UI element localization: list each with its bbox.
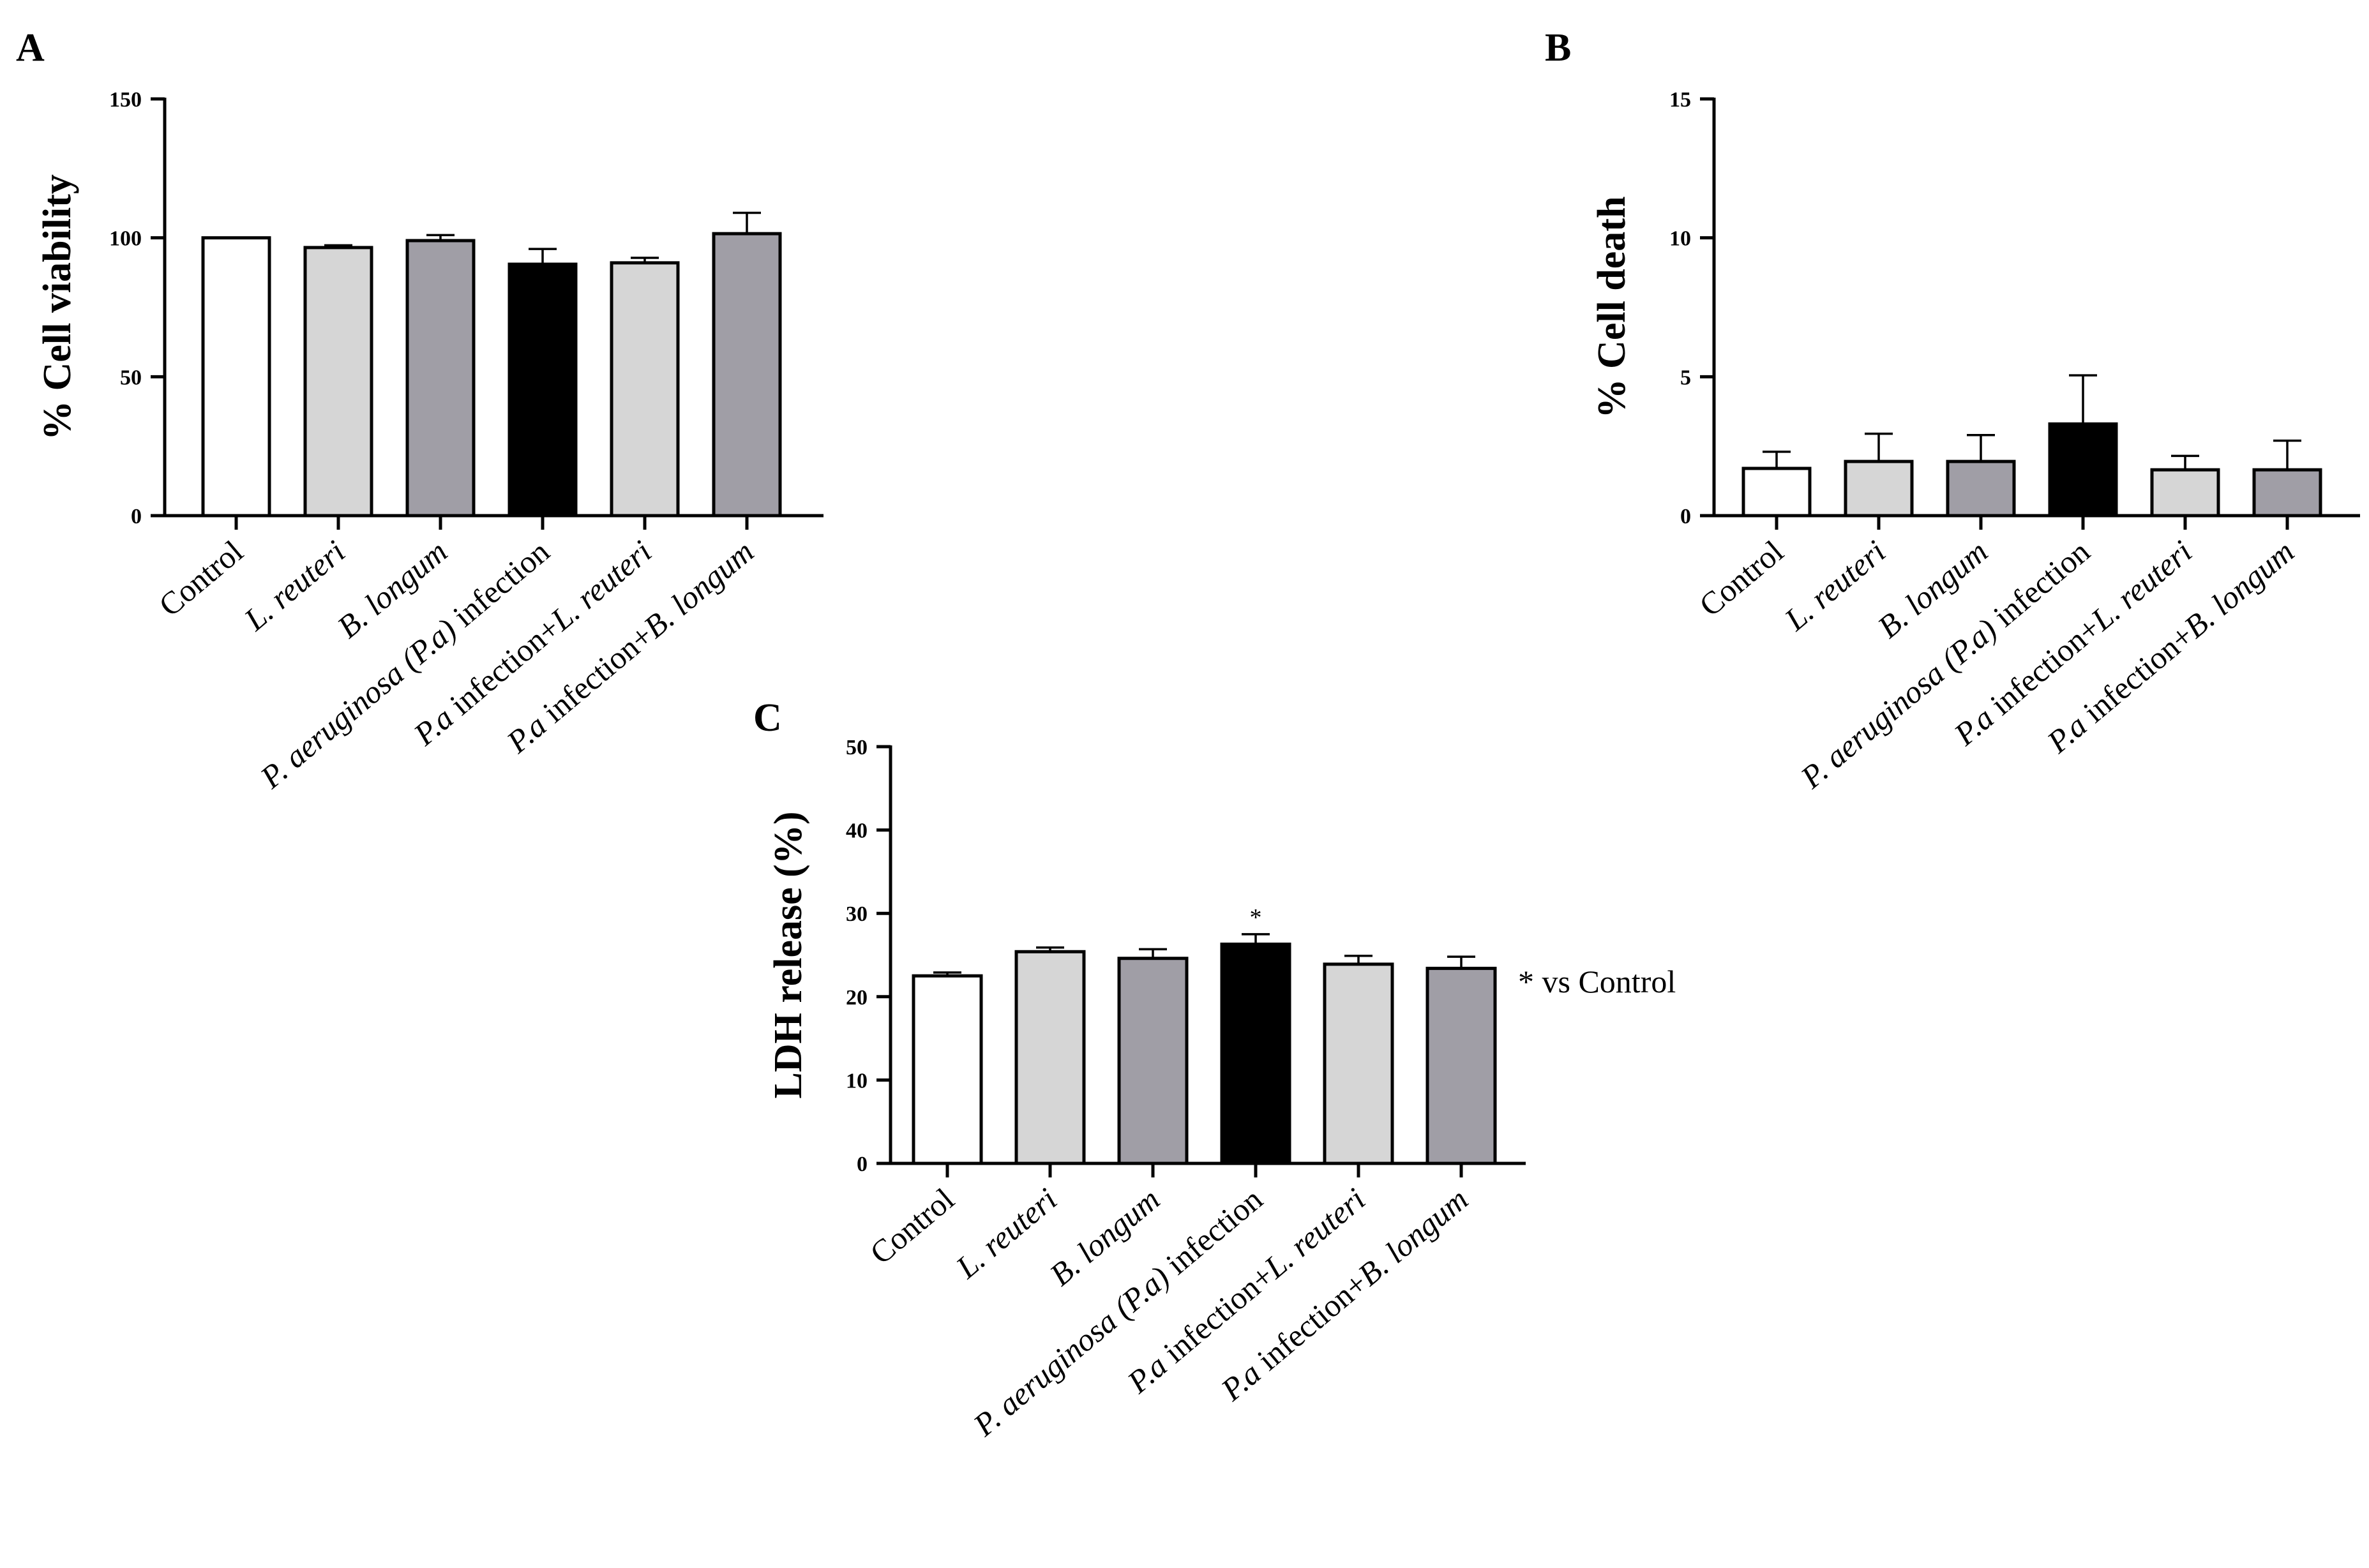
bar (2252, 468, 2322, 518)
bar (912, 974, 983, 1165)
y-tick-label: 40 (846, 819, 868, 843)
panel-letter: C (753, 696, 782, 740)
error-bar (733, 211, 761, 234)
error-bar (1344, 955, 1373, 964)
bar (1425, 966, 1497, 1165)
bar (1741, 467, 1812, 518)
error-bar (1967, 434, 1995, 462)
y-tick-label: 5 (1680, 366, 1691, 389)
bar (1844, 459, 1914, 518)
y-tick-label: 20 (846, 986, 868, 1010)
error-bar (933, 971, 961, 976)
error-bar (2273, 439, 2301, 470)
y-axis-label: % Cell viability (36, 174, 79, 440)
panel-letter: B (1545, 26, 1571, 70)
panel-letter: A (16, 26, 45, 70)
bar (1323, 962, 1394, 1165)
bar (1117, 957, 1189, 1165)
axes (1700, 97, 2360, 518)
y-tick-label: 0 (1680, 505, 1691, 528)
error-bar (529, 248, 557, 265)
error-bar (1447, 955, 1475, 969)
bar (1014, 950, 1086, 1165)
error-bar (1763, 451, 1791, 468)
y-tick-label: 0 (131, 505, 142, 528)
error-bar (1139, 948, 1167, 959)
y-tick-label: 50 (120, 366, 142, 389)
error-bar (2069, 374, 2097, 424)
bar (201, 236, 271, 518)
error-bar (1036, 946, 1064, 952)
error-bar (631, 257, 659, 263)
category-label: Control (152, 534, 250, 623)
y-tick-label: 10 (846, 1069, 868, 1093)
y-tick-label: 15 (1669, 88, 1691, 112)
bar (610, 261, 680, 518)
bar (508, 262, 578, 518)
y-tick-label: 100 (109, 227, 142, 251)
bar (1946, 459, 2016, 518)
significance-note: * vs Control (1518, 964, 1676, 999)
bar (405, 239, 476, 518)
significance-mark: * (1250, 904, 1262, 931)
bar (712, 232, 782, 518)
category-label: Control (863, 1181, 961, 1271)
error-bar (324, 244, 352, 248)
error-bar (1242, 933, 1270, 945)
y-axis-label: LDH release (%) (767, 812, 810, 1099)
y-tick-label: 150 (109, 88, 142, 112)
bar (2150, 468, 2220, 518)
axes (876, 745, 1526, 1165)
bar (2048, 422, 2118, 518)
bar (1220, 943, 1291, 1165)
y-tick-label: 0 (857, 1153, 868, 1176)
y-tick-label: 10 (1669, 227, 1691, 251)
category-label: Control (1692, 534, 1790, 623)
error-bar (2171, 454, 2199, 470)
bar (303, 246, 373, 518)
error-bar (426, 234, 455, 241)
y-tick-label: 30 (846, 902, 868, 926)
y-axis-label: % Cell death (1590, 197, 1634, 419)
y-tick-label: 50 (846, 736, 868, 759)
error-bar (1865, 432, 1893, 462)
